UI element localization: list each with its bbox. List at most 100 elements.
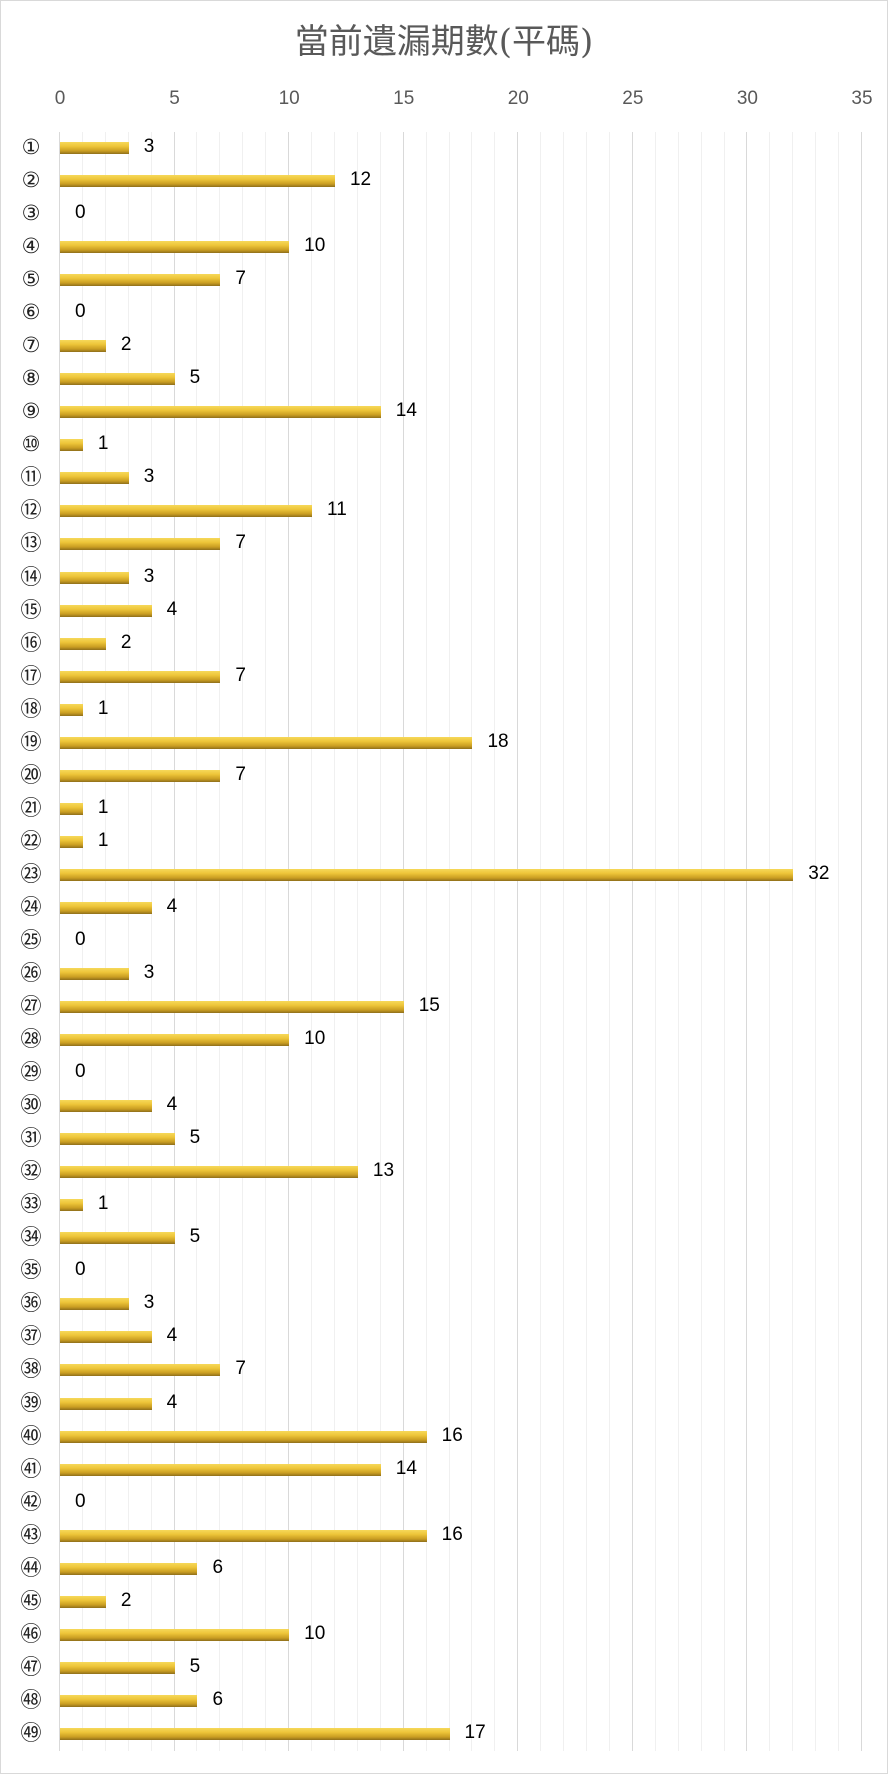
category-label: ⑪ — [20, 465, 42, 490]
bar — [60, 802, 83, 815]
data-label: 0 — [75, 1061, 86, 1083]
minor-gridline — [700, 132, 702, 1751]
major-gridline — [402, 132, 404, 1751]
bar — [60, 1397, 152, 1410]
category-label: ⑭ — [20, 564, 42, 589]
bar-row: ② 12 — [0, 164, 888, 197]
category-label: ㉛ — [20, 1126, 42, 1151]
category-label: ⑱ — [20, 696, 42, 721]
category-label: ㊸ — [20, 1522, 42, 1547]
bar — [60, 1100, 152, 1113]
bar — [60, 1463, 381, 1476]
data-label: 5 — [189, 367, 201, 389]
bar — [60, 1562, 198, 1575]
data-label: 17 — [464, 1721, 486, 1743]
bar — [60, 1694, 198, 1707]
bar-row: ㊾ 17 — [0, 1717, 888, 1750]
minor-gridline — [81, 132, 83, 1751]
data-label: 15 — [418, 995, 440, 1017]
minor-gridline — [494, 132, 496, 1751]
minor-gridline — [242, 132, 244, 1751]
bar-row: ㊸ 16 — [0, 1519, 888, 1552]
category-label: ㉟ — [20, 1258, 42, 1283]
bar — [60, 703, 83, 716]
minor-gridline — [448, 132, 450, 1751]
bar-row: ㊶ 14 — [0, 1453, 888, 1486]
bar — [60, 1001, 404, 1014]
category-label: ㉞ — [20, 1225, 42, 1250]
bar-row: ㊵ 16 — [0, 1420, 888, 1453]
bar-row: ⑫ 11 — [0, 494, 888, 527]
bar — [60, 406, 381, 419]
bar — [60, 274, 221, 287]
category-label: ㉗ — [20, 994, 42, 1019]
category-label: ⑤ — [21, 267, 41, 292]
data-label: 3 — [143, 466, 155, 488]
bar — [60, 604, 152, 617]
data-label: 14 — [395, 400, 417, 422]
category-label: ㊺ — [20, 1588, 42, 1613]
minor-gridline — [425, 132, 427, 1751]
category-label: ㉘ — [20, 1027, 42, 1052]
bar — [60, 1430, 427, 1443]
x-tick-label: 5 — [169, 88, 180, 109]
bar — [60, 1034, 290, 1047]
data-label: 12 — [349, 169, 372, 191]
x-tick-label: 35 — [851, 88, 873, 109]
category-label: ㉑ — [20, 795, 42, 820]
category-label: ㉖ — [20, 961, 42, 985]
bar — [60, 241, 290, 254]
data-label: 3 — [143, 962, 155, 983]
data-label: 1 — [97, 796, 109, 818]
category-label: ㊽ — [20, 1687, 42, 1712]
bar — [60, 835, 83, 848]
minor-gridline — [677, 132, 679, 1751]
category-label: ㊱ — [20, 1291, 42, 1316]
minor-gridline — [311, 132, 313, 1751]
category-label: ② — [21, 168, 41, 193]
minor-gridline — [608, 132, 610, 1751]
minor-gridline — [196, 132, 198, 1751]
bar — [60, 1166, 358, 1179]
x-tick-label: 25 — [622, 88, 644, 109]
category-label: ⑧ — [21, 366, 41, 391]
category-label: ㉙ — [20, 1060, 42, 1085]
data-label: 0 — [75, 1490, 86, 1512]
bar-row: ㊻ 10 — [0, 1618, 888, 1651]
category-label: ㊷ — [20, 1489, 42, 1514]
data-label: 18 — [487, 730, 509, 752]
bar — [60, 868, 794, 881]
category-label: ⑦ — [21, 333, 41, 358]
category-label: ㊾ — [20, 1720, 42, 1745]
major-gridline — [517, 132, 519, 1751]
bar — [60, 968, 129, 980]
minor-gridline — [219, 132, 221, 1751]
minor-gridline — [127, 132, 129, 1751]
x-tick-label: 10 — [278, 88, 300, 109]
category-label: ㉚ — [20, 1093, 42, 1118]
data-label: 4 — [166, 895, 178, 917]
bar-row: ㉜ 13 — [0, 1155, 888, 1188]
data-label: 11 — [327, 499, 347, 521]
bar — [60, 901, 152, 914]
bar-row: ④ 10 — [0, 230, 888, 263]
